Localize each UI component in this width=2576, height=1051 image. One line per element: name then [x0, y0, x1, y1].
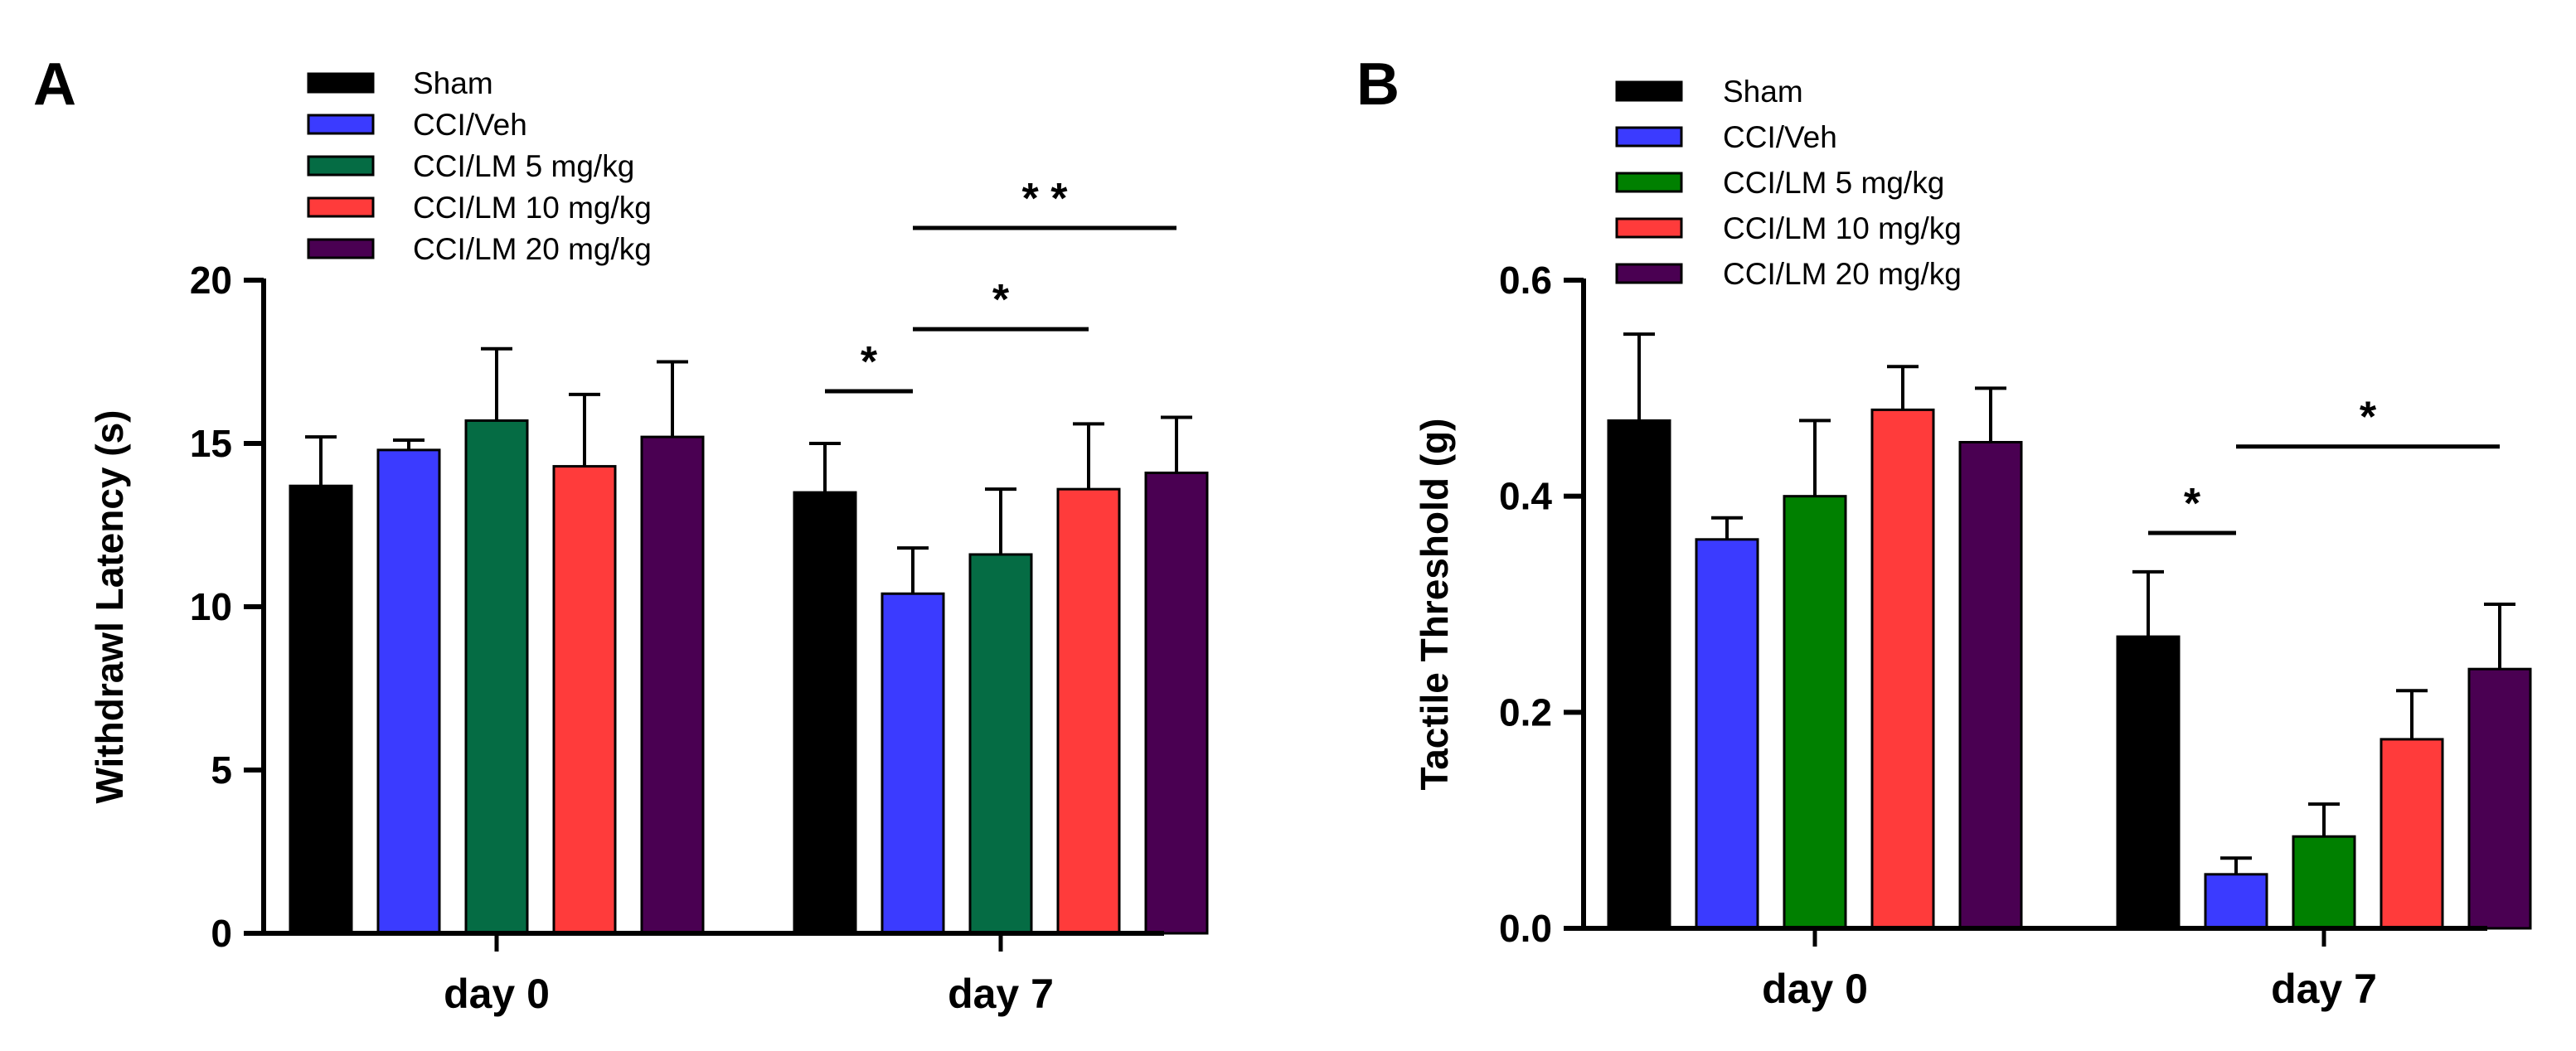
bar [968, 553, 1033, 935]
significance-marker: * [2360, 394, 2377, 442]
y-tick-label: 10 [190, 585, 232, 628]
legend-item: CCI/LM 20 mg/kg [307, 232, 652, 266]
bar [1695, 538, 1759, 930]
panel-label: A [33, 51, 76, 118]
bar [1607, 419, 1671, 930]
legend-label: CCI/LM 20 mg/kg [1723, 257, 1962, 291]
y-tick-label: 5 [211, 748, 232, 792]
bar [1144, 471, 1209, 935]
legend-item: CCI/LM 10 mg/kg [307, 191, 652, 225]
bar [552, 465, 617, 935]
panel-label: B [1356, 51, 1400, 118]
chart-panel-a: A 0 5 10 15 20 day 0 day 7 Withdrawl Latency (s)… [33, 51, 1209, 1017]
x-tick-label: day 7 [948, 971, 1054, 1017]
x-tick-label: day 7 [2271, 966, 2377, 1012]
legend-label: CCI/LM 5 mg/kg [1723, 166, 1944, 200]
chart-panel-b: B 0.0 0.2 0.4 0.6 day 0 day 7 Tactile Threshold… [1356, 51, 2532, 1012]
bar [2380, 738, 2444, 930]
legend-item: Sham [307, 66, 493, 100]
legend-swatch [307, 196, 375, 218]
legend-swatch [1615, 126, 1683, 148]
legend-item: CCI/LM 5 mg/kg [307, 149, 634, 183]
legend-label: CCI/LM 10 mg/kg [1723, 211, 1962, 245]
legend: Sham CCI/Veh CCI/LM 5 mg/kg CCI/LM 10 mg/kg… [307, 66, 652, 266]
legend-label: CCI/LM 10 mg/kg [413, 191, 652, 225]
legend-item: CCI/LM 5 mg/kg [1615, 166, 1944, 200]
bar [289, 484, 353, 935]
y-tick-label: 20 [190, 259, 232, 302]
y-tick-label: 15 [190, 422, 232, 465]
bar [880, 592, 945, 935]
legend-swatch [307, 155, 375, 177]
legend-label: CCI/LM 20 mg/kg [413, 232, 652, 266]
y-tick-label: 0.4 [1499, 475, 1552, 518]
legend-swatch [1615, 172, 1683, 193]
legend: Sham CCI/Veh CCI/LM 5 mg/kg CCI/LM 10 mg/kg… [1615, 75, 1962, 291]
legend-swatch [307, 238, 375, 259]
legend-label: Sham [413, 66, 493, 100]
legend-label: CCI/LM 5 mg/kg [413, 149, 634, 183]
legend-item: CCI/Veh [1615, 120, 1837, 154]
y-axis-title: Withdrawl Latency (s) [88, 410, 131, 804]
significance-marker: * [2184, 480, 2201, 528]
y-tick-label: 0.0 [1499, 907, 1552, 950]
bar [1870, 408, 1935, 930]
bar [793, 491, 857, 935]
legend-label: CCI/Veh [413, 108, 527, 142]
legend-label: CCI/Veh [1723, 120, 1837, 154]
legend-swatch [307, 72, 375, 94]
bar [464, 419, 529, 935]
significance-marker: * * [1022, 175, 1069, 223]
legend-swatch [1615, 80, 1683, 102]
legend-item: CCI/Veh [307, 108, 527, 142]
bar [2467, 667, 2532, 930]
legend-swatch [307, 114, 375, 135]
legend-item: Sham [1615, 75, 1803, 109]
bar [640, 435, 705, 935]
legend-swatch [1615, 263, 1683, 284]
bar [1056, 487, 1121, 935]
bar [376, 448, 441, 935]
legend-item: CCI/LM 10 mg/kg [1615, 211, 1962, 245]
significance-marker: * [992, 276, 1010, 324]
bar [2292, 835, 2356, 930]
y-tick-label: 0 [211, 912, 232, 955]
bar [2204, 873, 2268, 930]
bar [1783, 495, 1847, 930]
bar [1958, 441, 2023, 930]
legend-swatch [1615, 217, 1683, 239]
legend-label: Sham [1723, 75, 1803, 109]
y-axis-title: Tactile Threshold (g) [1413, 419, 1456, 791]
significance-marker: * [861, 338, 878, 386]
legend-item: CCI/LM 20 mg/kg [1615, 257, 1962, 291]
y-tick-label: 0.2 [1499, 690, 1552, 734]
x-tick-label: day 0 [444, 971, 550, 1017]
bar [2116, 635, 2181, 930]
y-tick-label: 0.6 [1499, 259, 1552, 302]
x-tick-label: day 0 [1762, 966, 1868, 1012]
